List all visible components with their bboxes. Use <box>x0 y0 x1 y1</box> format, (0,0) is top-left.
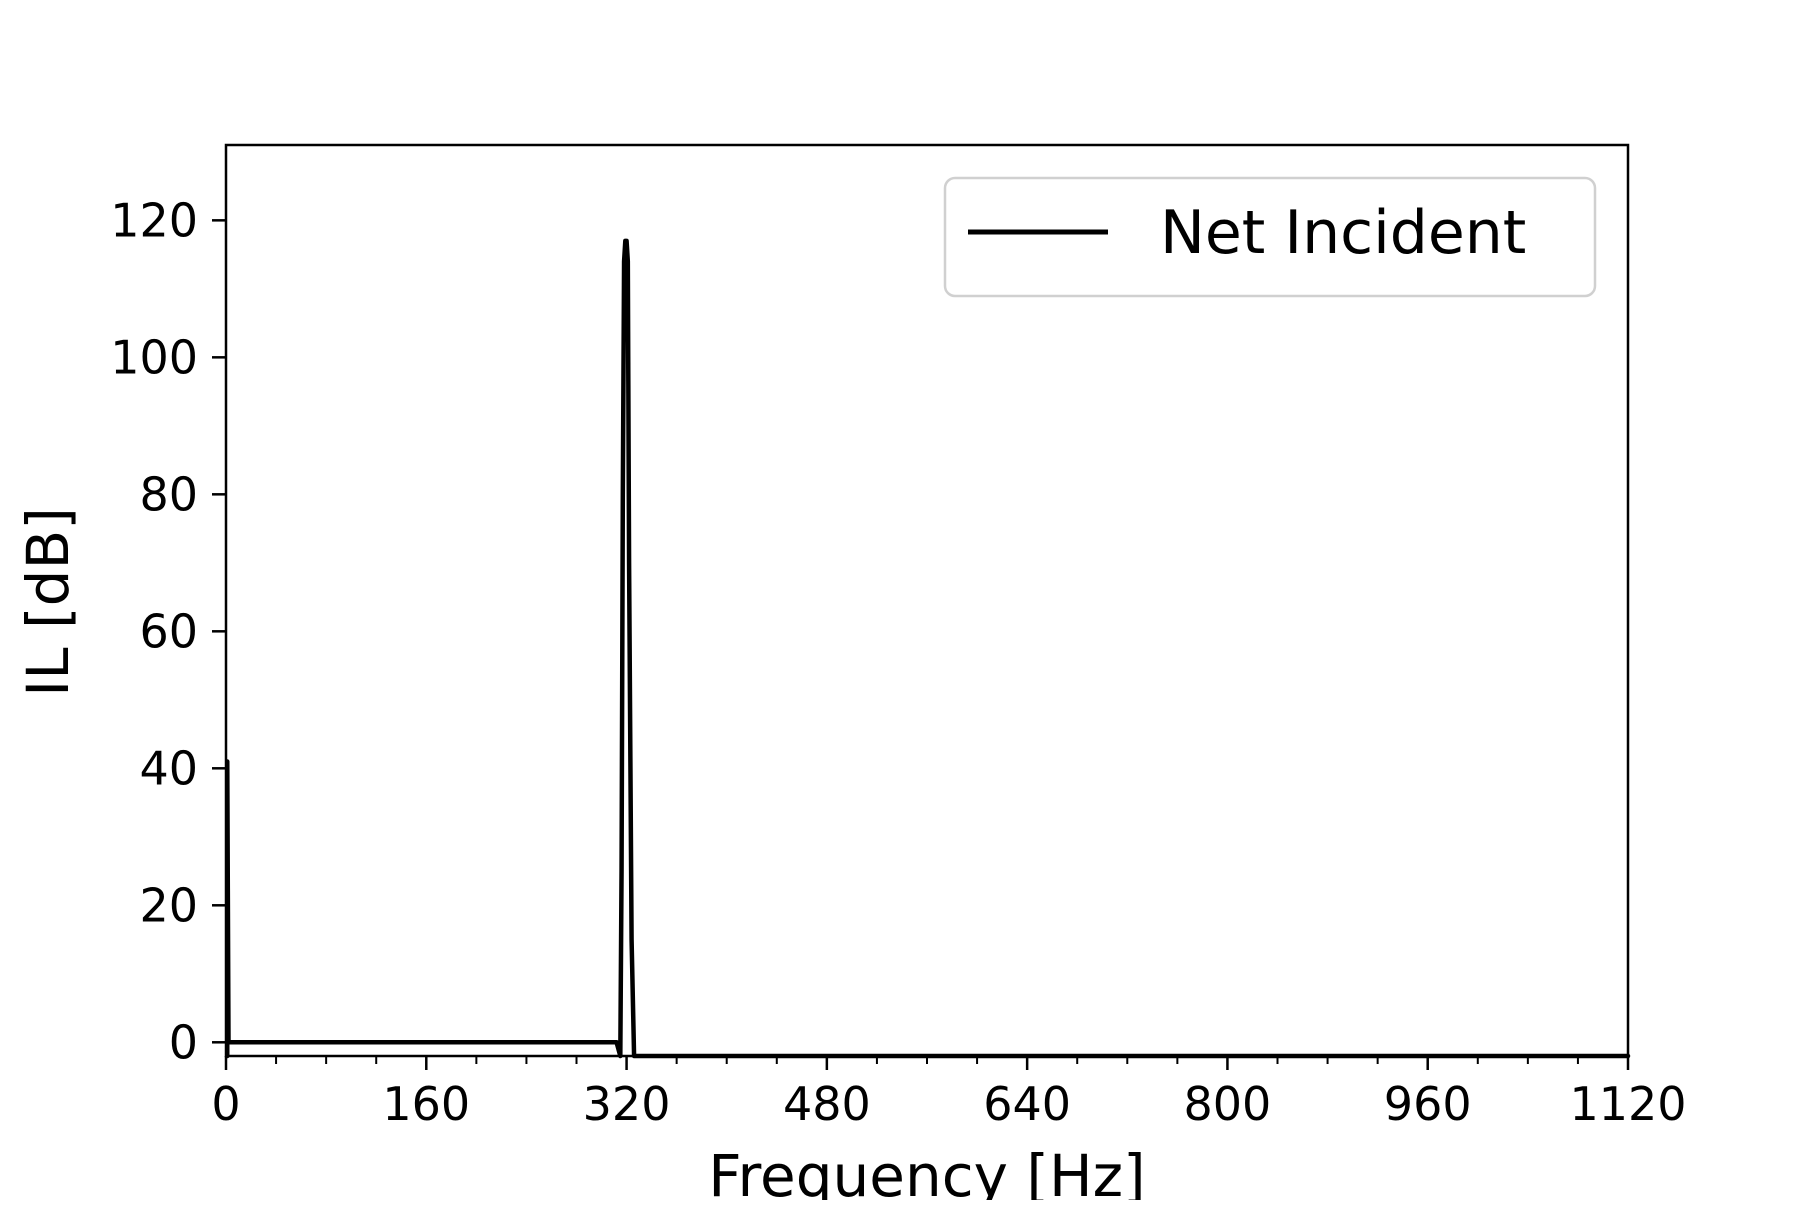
x-tick-label: 1120 <box>1569 1077 1686 1131</box>
y-tick-label: 120 <box>110 193 198 247</box>
y-tick-label: 40 <box>139 741 198 795</box>
x-axis: 0 160 320 480 640 800 960 1120 <box>211 1056 1687 1131</box>
x-axis-label: Frequency [Hz] <box>708 1142 1145 1200</box>
legend-box <box>943 176 1597 298</box>
x-tick-label: 960 <box>1384 1077 1472 1131</box>
x-tick-label: 160 <box>382 1077 470 1131</box>
series-line-net-incident <box>225 238 1631 1059</box>
y-tick-label: 60 <box>139 604 198 658</box>
y-axis-label: IL [dB] <box>14 507 82 697</box>
y-tick-label: 80 <box>139 467 198 521</box>
y-tick-label: 20 <box>139 878 198 932</box>
x-tick-label: 0 <box>211 1077 240 1131</box>
x-tick-label: 640 <box>983 1077 1071 1131</box>
y-tick-label: 100 <box>110 330 198 384</box>
y-axis: 0 20 40 60 80 100 120 <box>110 193 226 1069</box>
x-tick-label: 480 <box>783 1077 871 1131</box>
y-tick-label: 0 <box>169 1015 198 1069</box>
x-tick-label: 800 <box>1184 1077 1272 1131</box>
series-layer <box>225 238 1631 1059</box>
legend: Net Incident <box>943 176 1597 298</box>
x-tick-label: 320 <box>583 1077 671 1131</box>
legend-label-net-incident: Net Incident <box>1160 198 1526 268</box>
